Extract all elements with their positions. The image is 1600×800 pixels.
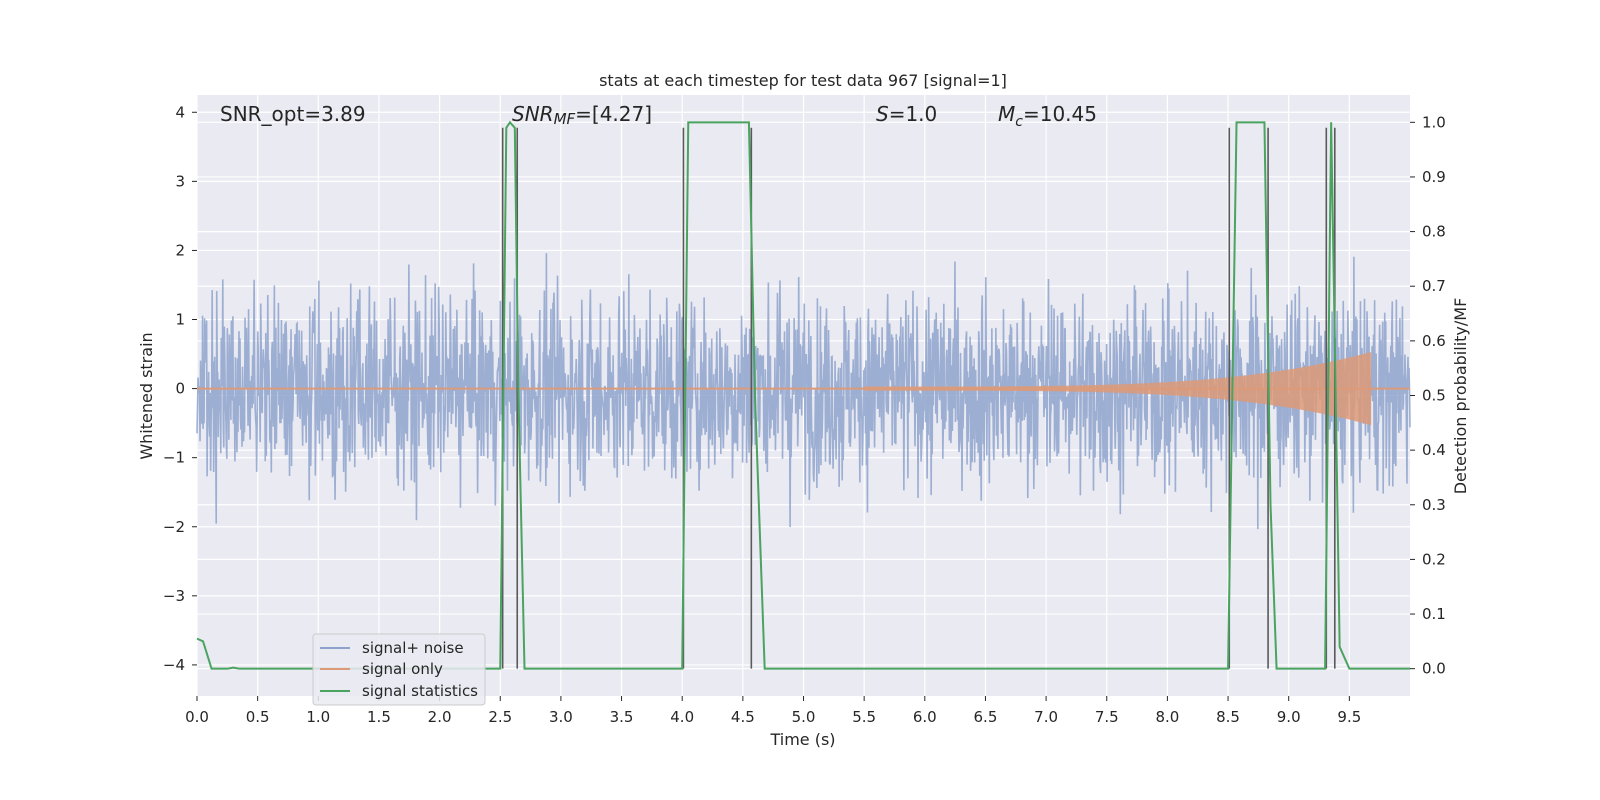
y-tick-label: −4	[163, 656, 185, 674]
y-tick-label: 2	[175, 241, 185, 259]
y-axis-label: Whitened strain	[137, 332, 156, 459]
legend-label-noise: signal+ noise	[362, 639, 464, 657]
right-tick-label: 0.4	[1422, 441, 1446, 459]
x-tick-label: 6.5	[974, 708, 998, 726]
x-axis-ticks: 0.0 0.5 1.0 1.5 2.0 2.5 3.0 3.5 4.0 4.5 5.0 5.5 6.0 6…	[185, 696, 1361, 726]
x-axis-label: Time (s)	[769, 730, 835, 749]
x-tick-label: 2.5	[488, 708, 512, 726]
y-tick-label: −2	[163, 518, 185, 536]
y-axis-ticks: −4 −3 −2 −1 0 1 2 3 4	[163, 103, 197, 674]
noise-trace	[196, 253, 1411, 530]
signal-only-series	[197, 351, 1410, 426]
x-tick-label: 2.0	[428, 708, 452, 726]
x-tick-label: 8.0	[1155, 708, 1179, 726]
right-tick-label: 0.7	[1422, 277, 1446, 295]
noise-series	[196, 253, 1411, 530]
right-tick-label: 0.3	[1422, 496, 1446, 514]
snr-opt-annotation: SNR_opt=3.89	[220, 102, 366, 126]
legend-box	[312, 633, 486, 706]
s-annotation: S=1.0	[876, 102, 937, 126]
right-tick-label: 1.0	[1422, 113, 1446, 131]
x-tick-label: 5.5	[852, 708, 876, 726]
y-tick-label: −3	[163, 587, 185, 605]
right-axis-ticks: 0.0 0.1 0.2 0.3 0.4 0.5 0.6 0.7 0.8 0.9 1.0	[1410, 113, 1446, 678]
legend-label-stats: signal statistics	[362, 682, 478, 700]
right-tick-label: 0.5	[1422, 387, 1446, 405]
x-tick-label: 0.5	[246, 708, 270, 726]
legend-label-signal: signal only	[362, 660, 443, 678]
x-tick-label: 7.0	[1034, 708, 1058, 726]
right-tick-label: 0.8	[1422, 223, 1446, 241]
x-tick-label: 8.5	[1216, 708, 1240, 726]
right-tick-label: 0.6	[1422, 332, 1446, 350]
x-tick-label: 7.5	[1095, 708, 1119, 726]
x-tick-label: 0.0	[185, 708, 209, 726]
x-tick-label: 4.5	[731, 708, 755, 726]
x-tick-label: 1.5	[367, 708, 391, 726]
chart-title: stats at each timestep for test data 967…	[599, 71, 1007, 90]
x-tick-label: 6.0	[913, 708, 937, 726]
x-tick-label: 1.0	[306, 708, 330, 726]
x-tick-label: 9.5	[1337, 708, 1361, 726]
x-tick-label: 3.0	[549, 708, 573, 726]
right-tick-label: 0.2	[1422, 550, 1446, 568]
signal-chirp	[864, 351, 1372, 426]
signal-statistics-series	[196, 120, 1410, 670]
right-tick-label: 0.1	[1422, 605, 1446, 623]
legend: signal+ noise signal only signal statist…	[312, 633, 486, 706]
right-tick-label: 0.0	[1422, 660, 1446, 678]
x-tick-label: 5.0	[792, 708, 816, 726]
x-tick-label: 3.5	[610, 708, 634, 726]
y-tick-label: 3	[175, 172, 185, 190]
y-tick-label: −1	[163, 449, 185, 467]
statistics-line	[196, 120, 1410, 670]
y-tick-label: 4	[175, 103, 185, 121]
y-tick-label: 1	[175, 311, 185, 329]
y-tick-label: 0	[175, 380, 185, 398]
x-tick-label: 4.0	[670, 708, 694, 726]
right-axis-label: Detection probability/MF	[1451, 298, 1470, 495]
x-tick-label: 9.0	[1277, 708, 1301, 726]
mc-annotation: Mc=10.45	[998, 102, 1097, 130]
snr-mf-annotation: SNRMF=[4.27]	[512, 102, 652, 128]
right-tick-label: 0.9	[1422, 168, 1446, 186]
